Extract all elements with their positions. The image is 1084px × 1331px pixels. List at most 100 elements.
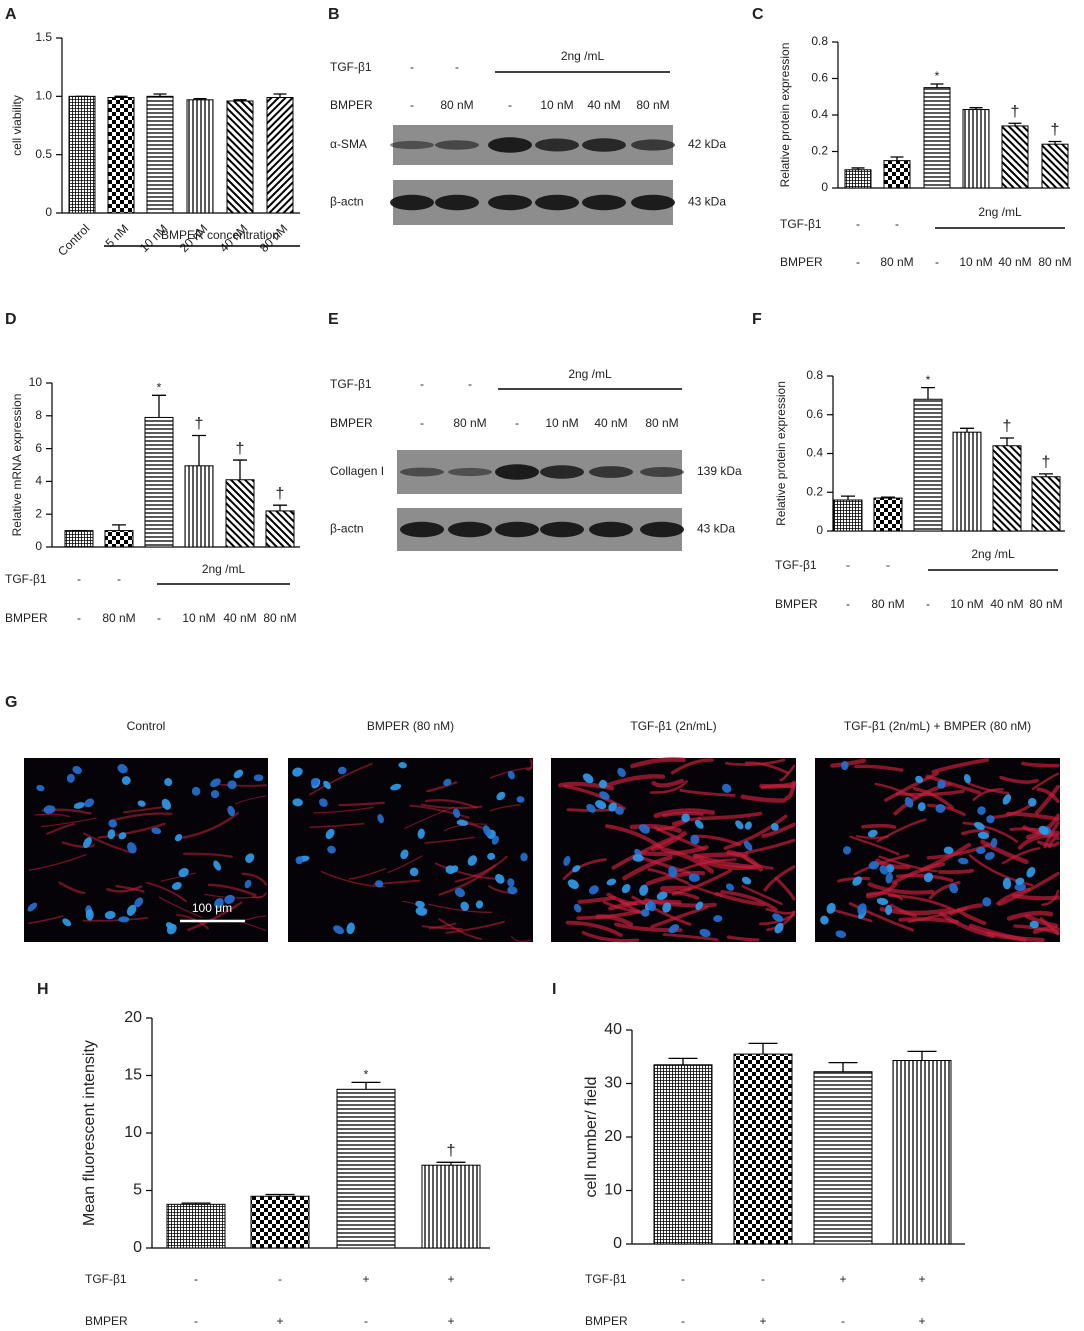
fiber <box>649 780 688 794</box>
nucleus <box>984 852 995 860</box>
nucleus <box>771 823 779 831</box>
fiber <box>1031 772 1060 791</box>
nucleus <box>520 852 528 862</box>
nucleus <box>656 891 668 900</box>
significance: † <box>1042 454 1051 471</box>
x-tick-label: Control <box>55 221 92 258</box>
fiber <box>745 838 796 855</box>
y-tick-label: 5 <box>133 1182 142 1199</box>
band-name: β-actn <box>330 195 364 209</box>
y-tick-label: 15 <box>124 1067 142 1084</box>
nucleus <box>772 913 784 922</box>
blot-band <box>535 138 579 152</box>
nucleus <box>375 880 384 888</box>
error-bar <box>265 1193 295 1197</box>
fiber <box>217 783 267 787</box>
nucleus <box>713 915 723 923</box>
bar <box>962 109 990 189</box>
blot-band <box>589 466 633 478</box>
fiber <box>1041 889 1060 906</box>
nucleus <box>842 846 852 855</box>
significance: * <box>935 69 940 83</box>
nucleus <box>487 852 496 860</box>
bar <box>250 1195 310 1249</box>
blot-band <box>435 194 479 211</box>
bar <box>336 1088 396 1249</box>
fiber <box>697 811 763 821</box>
nucleus <box>491 835 499 845</box>
blot-band <box>535 194 579 211</box>
row-name: BMPER <box>775 597 818 611</box>
row-label: 40 nM <box>594 416 627 430</box>
row-label: - <box>681 1272 685 1286</box>
y-tick-label: 0.4 <box>806 446 823 460</box>
fiber <box>774 876 796 901</box>
significance: * <box>364 1068 369 1082</box>
fiber <box>742 855 774 870</box>
y-tick-label: 0 <box>821 180 828 194</box>
bar <box>992 445 1022 532</box>
nucleus <box>1002 794 1012 805</box>
nucleus <box>885 904 893 916</box>
row-label: 80 nM <box>440 98 473 112</box>
row-name: BMPER <box>330 98 373 112</box>
y-tick-label: 0 <box>613 1235 622 1252</box>
error-bar <box>273 504 287 511</box>
bar <box>104 530 134 548</box>
row-label: - <box>194 1314 198 1328</box>
fiber <box>424 836 475 844</box>
y-tick-label: 10 <box>124 1124 142 1141</box>
fiber <box>348 867 386 880</box>
nucleus <box>876 897 889 905</box>
y-axis-label: Relative protein expression <box>778 43 792 188</box>
nucleus <box>699 928 711 938</box>
fiber <box>855 835 889 840</box>
nucleus <box>639 884 649 896</box>
bar <box>653 1064 713 1245</box>
nucleus <box>1038 825 1049 835</box>
fiber <box>434 862 496 880</box>
blot-band <box>448 521 492 538</box>
nucleus <box>621 883 631 894</box>
blot-band <box>582 138 626 152</box>
fiber <box>1021 761 1060 768</box>
nucleus <box>982 897 992 907</box>
fiber <box>724 758 786 767</box>
row-label: 80 nM <box>645 416 678 430</box>
row-label: + <box>276 1314 283 1328</box>
fiber <box>438 864 496 896</box>
y-tick-label: 0 <box>45 205 52 219</box>
nucleus <box>857 903 867 915</box>
fiber <box>865 891 903 901</box>
fiber <box>726 935 760 942</box>
row-label: - <box>515 416 519 430</box>
fiber <box>577 895 616 904</box>
fiber <box>565 920 623 937</box>
error-bar <box>930 83 944 88</box>
blot-band <box>390 194 434 211</box>
scale-bar-label: 100 μm <box>192 901 232 915</box>
nucleus <box>563 855 571 866</box>
nucleus <box>598 779 608 789</box>
fiber <box>884 771 939 802</box>
y-tick-label: 0.6 <box>806 407 823 421</box>
fiber <box>861 823 897 829</box>
fiber <box>82 917 149 922</box>
fiber <box>425 798 478 809</box>
error-bar <box>851 167 865 170</box>
nucleus <box>72 765 82 775</box>
nucleus <box>121 776 131 785</box>
bar <box>733 1053 793 1245</box>
fiber <box>313 806 374 814</box>
y-tick-label: 6 <box>35 441 42 455</box>
nucleus <box>66 773 75 783</box>
nucleus <box>1002 877 1012 890</box>
fiber <box>647 867 689 885</box>
row-label: + <box>362 1272 369 1286</box>
nucleus <box>608 802 617 812</box>
nucleus <box>688 873 700 882</box>
band-size: 139 kDa <box>697 464 742 478</box>
fiber <box>925 774 981 795</box>
nucleus <box>496 791 506 801</box>
